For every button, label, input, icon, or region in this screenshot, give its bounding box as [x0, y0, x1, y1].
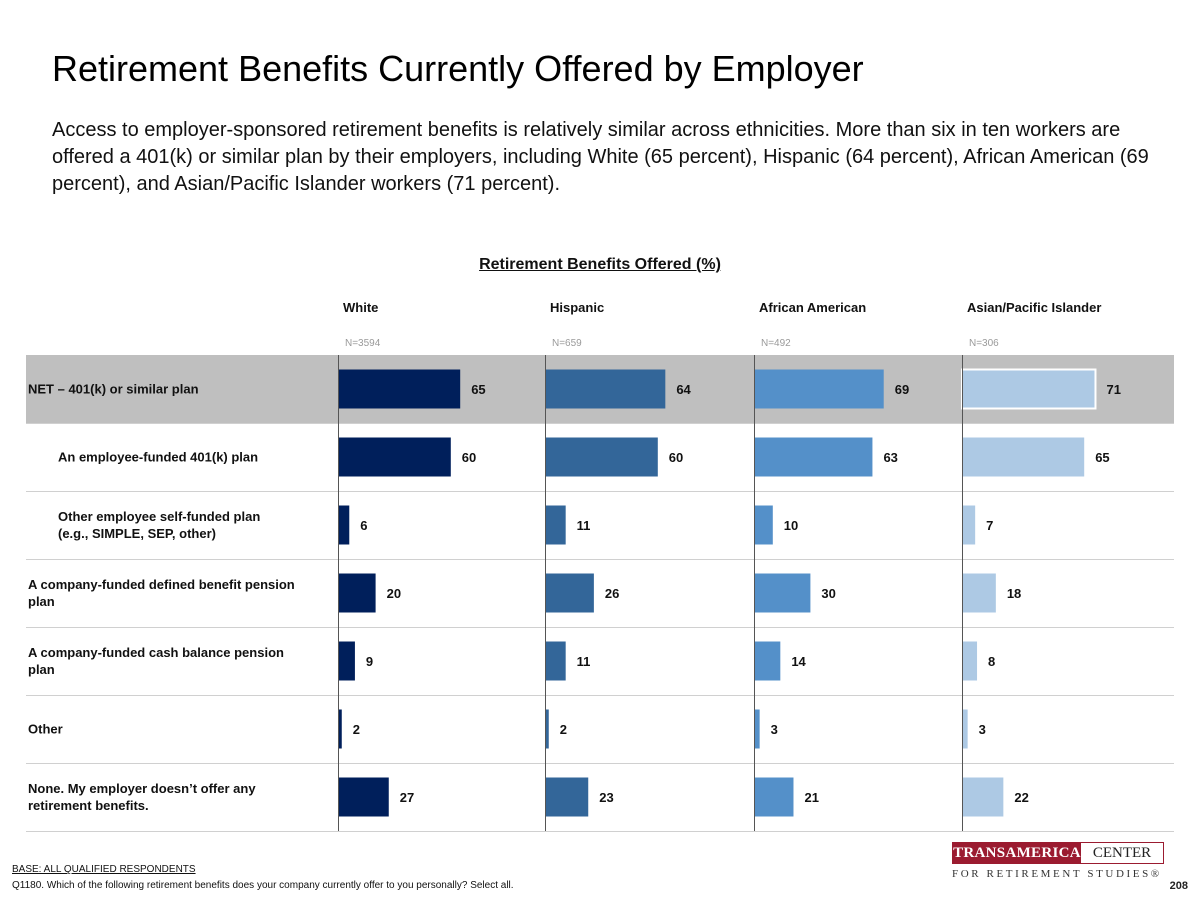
value-label: 3	[979, 722, 986, 737]
bar	[338, 641, 355, 681]
bar-chart: White N=3594 Hispanic N=659 African American…	[26, 300, 1174, 832]
row-label: Other	[28, 722, 63, 737]
row-label: (e.g., SIMPLE, SEP, other)	[58, 526, 216, 541]
bar	[545, 505, 566, 545]
bar	[338, 437, 451, 477]
question-note: Q1180. Which of the following retirement…	[12, 880, 514, 891]
bar	[754, 437, 873, 477]
row-label: A company-funded defined benefit pension	[28, 577, 295, 592]
group-header: African American	[759, 300, 866, 315]
value-label: 71	[1106, 382, 1120, 397]
chart-title: Retirement Benefits Offered (%)	[0, 256, 1200, 274]
value-label: 11	[577, 518, 591, 533]
value-label: 27	[400, 790, 414, 805]
bar	[754, 709, 760, 749]
value-label: 65	[1095, 450, 1109, 465]
value-label: 14	[791, 654, 806, 669]
value-label: 63	[883, 450, 897, 465]
bar	[961, 368, 1097, 410]
page-title: Retirement Benefits Currently Offered by…	[52, 48, 864, 89]
value-label: 23	[599, 790, 613, 805]
row-label: A company-funded cash balance pension	[28, 645, 284, 660]
group-header: Hispanic	[550, 300, 604, 315]
bar	[962, 641, 978, 681]
bar	[962, 777, 1004, 817]
bar	[545, 573, 594, 613]
bar	[962, 709, 968, 749]
value-label: 22	[1014, 790, 1028, 805]
logo-part2: CENTER	[1092, 844, 1152, 861]
bar	[338, 369, 461, 409]
row-label: None. My employer doesn’t offer any	[28, 781, 256, 796]
bar	[545, 709, 549, 749]
bar	[754, 641, 781, 681]
value-label: 30	[821, 586, 835, 601]
bar	[962, 505, 976, 545]
bar	[338, 573, 376, 613]
bar	[962, 437, 1085, 477]
value-label: 2	[560, 722, 567, 737]
value-label: 64	[676, 382, 691, 397]
row-label: Other employee self-funded plan	[58, 509, 260, 524]
value-label: 3	[771, 722, 778, 737]
value-label: 65	[471, 382, 485, 397]
group-n: N=306	[969, 338, 999, 349]
value-label: 60	[669, 450, 683, 465]
logo: TRANSAMERICA CENTER FOR RETIREMENT STUDI…	[952, 842, 1164, 880]
bar	[545, 641, 566, 681]
group-header: Asian/Pacific Islander	[967, 300, 1101, 315]
chart-title-text: Retirement Benefits Offered (%)	[479, 256, 721, 273]
bar	[338, 777, 389, 817]
row-label: NET – 401(k) or similar plan	[28, 382, 199, 397]
row-label: retirement benefits.	[28, 798, 149, 813]
value-label: 60	[462, 450, 476, 465]
page-subtitle: Access to employer-sponsored retirement …	[52, 119, 1149, 195]
logo-tagline: FOR RETIREMENT STUDIES®	[952, 868, 1162, 880]
row-label: An employee-funded 401(k) plan	[58, 450, 258, 465]
value-label: 11	[577, 654, 591, 669]
bar	[338, 709, 342, 749]
value-label: 20	[387, 586, 401, 601]
logo-mark: TRANSAMERICA CENTER	[952, 842, 1164, 864]
row-label: plan	[28, 594, 55, 609]
row-label: plan	[28, 662, 55, 677]
group-header: White	[343, 300, 378, 315]
value-label: 26	[605, 586, 619, 601]
group-n: N=492	[761, 338, 791, 349]
bar	[754, 369, 884, 409]
value-label: 6	[360, 518, 367, 533]
value-label: 21	[804, 790, 818, 805]
base-note: BASE: ALL QUALIFIED RESPONDENTS	[12, 864, 196, 875]
bar	[962, 573, 996, 613]
bar	[754, 573, 811, 613]
bar	[754, 505, 773, 545]
page-number: 208	[1169, 880, 1188, 892]
value-label: 2	[353, 722, 360, 737]
bar	[338, 505, 350, 545]
value-label: 18	[1007, 586, 1021, 601]
group-n: N=659	[552, 338, 582, 349]
bar	[754, 777, 794, 817]
value-label: 7	[986, 518, 993, 533]
bar	[545, 777, 589, 817]
value-label: 8	[988, 654, 995, 669]
value-label: 69	[895, 382, 909, 397]
value-label: 10	[784, 518, 798, 533]
bar	[545, 437, 658, 477]
group-n: N=3594	[345, 338, 381, 349]
value-label: 9	[366, 654, 373, 669]
logo-part1: TRANSAMERICA	[953, 843, 1081, 863]
bar	[545, 369, 666, 409]
